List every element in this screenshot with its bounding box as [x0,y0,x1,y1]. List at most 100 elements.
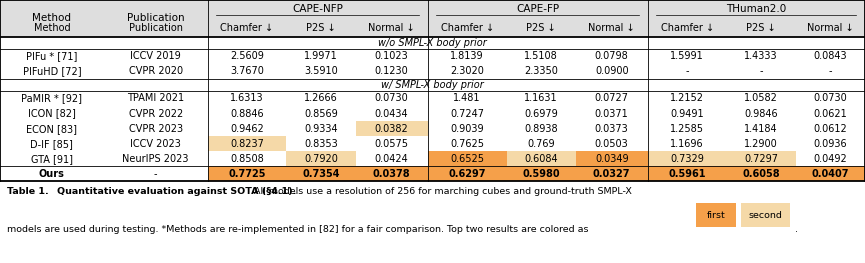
Text: 0.8569: 0.8569 [304,109,338,119]
Bar [208,49,286,64]
Text: 1.1696: 1.1696 [670,139,704,149]
Text: CVPR 2023: CVPR 2023 [129,124,183,134]
Text: 0.0503: 0.0503 [595,139,629,149]
Bar [104,151,208,166]
Text: Publication: Publication [129,23,183,33]
Text: All models use a resolution of 256 for marching cubes and ground-truth SMPL-X: All models use a resolution of 256 for m… [248,187,632,196]
Text: PaMIR * [92]: PaMIR * [92] [22,93,82,103]
Bar [0,18,104,37]
Text: 3.7670: 3.7670 [230,67,264,77]
Text: 1.5108: 1.5108 [524,51,558,61]
Text: 0.0612: 0.0612 [813,124,848,134]
Text: 1.4333: 1.4333 [745,51,778,61]
Bar [356,136,427,151]
Bar [427,49,507,64]
Text: -: - [829,67,832,77]
Bar [356,121,427,136]
Text: Method: Method [32,13,72,23]
Text: ICCV 2023: ICCV 2023 [131,139,181,149]
Bar [356,166,427,181]
Bar [104,18,208,37]
Text: 0.0730: 0.0730 [813,93,848,103]
Text: 0.9462: 0.9462 [230,124,264,134]
Bar [427,166,507,181]
Bar [648,0,727,18]
Text: 0.769: 0.769 [528,139,555,149]
Text: 0.9039: 0.9039 [451,124,484,134]
Text: -: - [685,67,689,77]
Text: -: - [154,169,157,179]
Bar [286,166,356,181]
Bar [796,136,865,151]
Text: Method: Method [34,23,70,33]
Bar [0,0,104,18]
Text: 1.2666: 1.2666 [304,93,338,103]
Bar [727,106,796,121]
Bar [727,0,796,18]
Bar [727,121,796,136]
Bar [0,64,104,79]
Text: P2S ↓: P2S ↓ [306,23,336,33]
Bar [208,121,286,136]
Bar [104,121,208,136]
Text: P2S ↓: P2S ↓ [526,23,556,33]
Bar [356,151,427,166]
Text: 0.6058: 0.6058 [742,169,780,179]
Bar [648,151,727,166]
Bar [648,106,727,121]
Bar [356,91,427,106]
Bar [507,166,576,181]
Text: 0.6525: 0.6525 [450,154,484,164]
Text: w/ SMPL-X body prior: w/ SMPL-X body prior [381,80,484,90]
Text: GTA [91]: GTA [91] [31,154,73,164]
Bar [648,121,727,136]
Bar [507,121,576,136]
Bar [576,64,648,79]
Text: 0.5980: 0.5980 [522,169,560,179]
Text: ECON [83]: ECON [83] [27,124,77,134]
Text: 0.8237: 0.8237 [230,139,264,149]
Text: CAPE-FP: CAPE-FP [516,4,560,14]
Text: PIFuHD [72]: PIFuHD [72] [22,67,81,77]
Text: 1.9971: 1.9971 [304,51,338,61]
Bar [576,166,648,181]
Text: PIFu * [71]: PIFu * [71] [26,51,78,61]
Text: 0.7297: 0.7297 [744,154,778,164]
Text: TPAMI 2021: TPAMI 2021 [127,93,184,103]
Bar [104,91,208,106]
Bar [286,106,356,121]
Text: ICON [82]: ICON [82] [28,109,76,119]
Bar [796,64,865,79]
Bar [796,166,865,181]
Text: 1.481: 1.481 [453,93,481,103]
Bar [286,0,356,18]
Text: Chamfer ↓: Chamfer ↓ [440,23,494,33]
Bar [696,203,736,227]
Bar [208,0,286,18]
Bar [286,121,356,136]
Text: 0.9491: 0.9491 [670,109,704,119]
Text: .: . [792,225,798,234]
Text: second: second [748,210,783,220]
Bar [104,0,208,18]
Text: 1.6313: 1.6313 [230,93,264,103]
Bar [356,18,427,37]
Bar [356,0,427,18]
Bar [286,64,356,79]
Text: 1.8139: 1.8139 [451,51,484,61]
Text: ICCV 2019: ICCV 2019 [131,51,181,61]
Text: 0.1023: 0.1023 [375,51,408,61]
Bar [507,18,576,37]
Bar [576,18,648,37]
Text: 0.0382: 0.0382 [375,124,408,134]
Bar [507,151,576,166]
Bar [727,49,796,64]
Bar [356,106,427,121]
Bar [104,49,208,64]
Text: Normal ↓: Normal ↓ [588,23,635,33]
Bar [576,0,648,18]
Bar [208,64,286,79]
Bar [286,49,356,64]
Bar [427,91,507,106]
Bar [576,49,648,64]
